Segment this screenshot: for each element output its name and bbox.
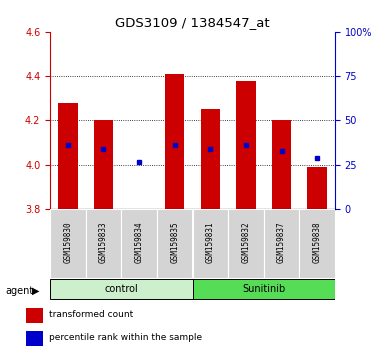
Bar xyxy=(157,209,192,278)
Bar xyxy=(300,209,335,278)
Bar xyxy=(236,80,256,209)
Bar xyxy=(228,209,264,278)
Bar xyxy=(85,209,121,278)
Text: GDS3109 / 1384547_at: GDS3109 / 1384547_at xyxy=(115,16,270,29)
Text: Sunitinib: Sunitinib xyxy=(242,284,285,293)
Text: percentile rank within the sample: percentile rank within the sample xyxy=(49,333,202,342)
Bar xyxy=(272,120,291,209)
Text: GSM159833: GSM159833 xyxy=(99,221,108,263)
Bar xyxy=(264,209,300,278)
Text: GSM159830: GSM159830 xyxy=(64,221,72,263)
Text: control: control xyxy=(104,284,138,293)
Bar xyxy=(50,209,85,278)
Bar xyxy=(58,103,78,209)
Bar xyxy=(165,74,184,209)
Bar xyxy=(50,279,192,299)
Text: GSM159835: GSM159835 xyxy=(170,221,179,263)
Text: GSM159831: GSM159831 xyxy=(206,221,215,263)
Text: ▶: ▶ xyxy=(32,286,39,296)
Bar xyxy=(26,331,43,346)
Text: transformed count: transformed count xyxy=(49,310,133,319)
Bar xyxy=(94,120,113,209)
Bar xyxy=(307,167,327,209)
Bar xyxy=(192,209,228,278)
Text: agent: agent xyxy=(6,286,34,296)
Text: GSM159834: GSM159834 xyxy=(135,221,144,263)
Text: GSM159837: GSM159837 xyxy=(277,221,286,263)
Bar xyxy=(121,209,157,278)
Bar xyxy=(26,308,43,322)
Text: GSM159838: GSM159838 xyxy=(313,221,321,263)
Bar xyxy=(201,109,220,209)
Bar xyxy=(192,279,335,299)
Text: GSM159832: GSM159832 xyxy=(241,221,250,263)
